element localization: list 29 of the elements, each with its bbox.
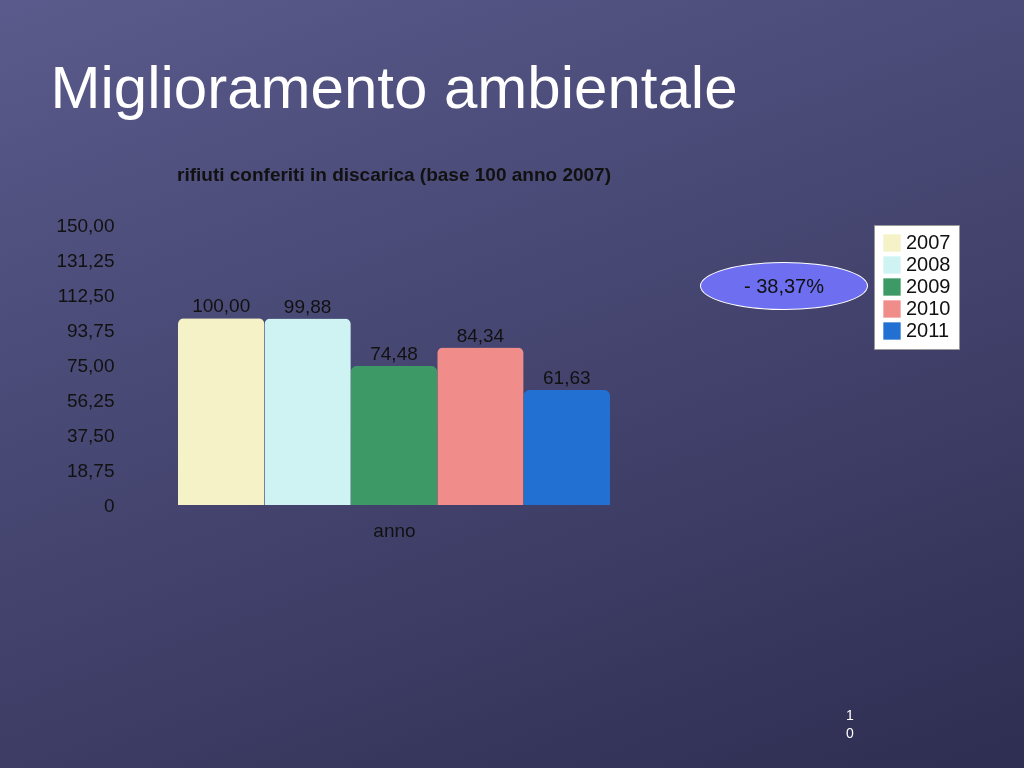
y-tick-label: 112,50 bbox=[57, 284, 115, 306]
bar bbox=[178, 318, 265, 505]
y-tick-label: 0 bbox=[103, 494, 115, 516]
y-tick-label: 93,75 bbox=[66, 319, 115, 341]
data-label: 74,48 bbox=[370, 342, 418, 364]
data-label: 100,00 bbox=[192, 295, 251, 317]
chart-subtitle: rifiuti conferiti in discarica (base 100 anno 2007) bbox=[177, 164, 611, 185]
legend-label: 2007 bbox=[906, 231, 951, 253]
legend-label: 2008 bbox=[906, 253, 951, 275]
bar bbox=[523, 389, 610, 505]
data-label: 84,34 bbox=[456, 324, 505, 346]
text: 10 bbox=[846, 706, 855, 742]
bar bbox=[437, 347, 524, 505]
y-tick-label: 75,00 bbox=[66, 354, 115, 376]
legend-label: 2009 bbox=[906, 275, 951, 297]
legend-label: 2010 bbox=[906, 297, 951, 319]
bar bbox=[350, 365, 438, 505]
bar bbox=[264, 318, 351, 505]
chart-title: Miglioramento ambientale bbox=[50, 54, 738, 121]
y-tick-label: 18,75 bbox=[66, 459, 115, 481]
cloud-bubble: - 38,37% bbox=[700, 262, 868, 310]
legend-label: 2011 bbox=[906, 319, 950, 341]
y-tick-label: 56,25 bbox=[66, 389, 115, 411]
y-tick-label: 150,00 bbox=[56, 214, 115, 236]
y-tick-label: 37,50 bbox=[66, 424, 115, 446]
data-label: 99,88 bbox=[283, 295, 332, 317]
y-tick-label: 131,25 bbox=[56, 249, 115, 271]
x-axis-title: anno bbox=[373, 519, 416, 541]
data-label: 61,63 bbox=[543, 366, 591, 388]
